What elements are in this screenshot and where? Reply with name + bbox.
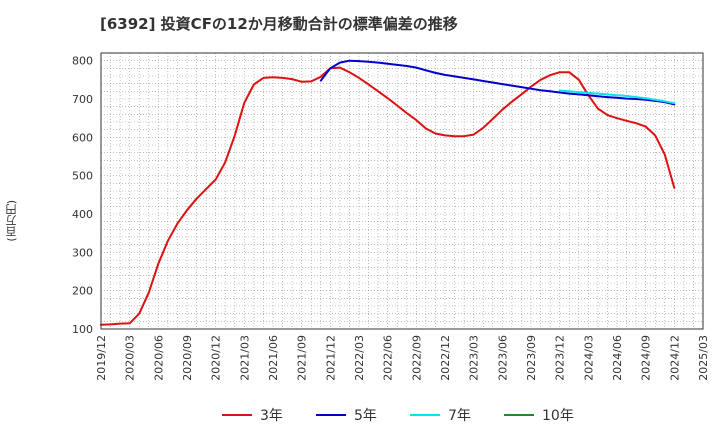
y-tick-labels: 100 200 300 400 500 600 700 800 bbox=[72, 55, 93, 336]
x-tick-label: 2023/03 bbox=[468, 335, 481, 381]
legend-swatch bbox=[410, 414, 440, 416]
plot-frame bbox=[100, 52, 704, 330]
legend-label: 10年 bbox=[542, 408, 574, 424]
x-tick-label: 2021/09 bbox=[296, 335, 309, 381]
legend-item-3: 7年 bbox=[410, 404, 471, 426]
y-tick-label: 200 bbox=[72, 285, 93, 298]
legend: 3年 5年 7年 10年 bbox=[0, 404, 720, 426]
x-tick-label: 2022/09 bbox=[410, 335, 423, 381]
x-tick-label: 2019/12 bbox=[95, 335, 108, 381]
y-tick-label: 300 bbox=[72, 246, 93, 259]
x-tick-label: 2021/03 bbox=[238, 335, 251, 381]
x-tick-label: 2024/03 bbox=[582, 335, 595, 381]
x-tick-label: 2024/12 bbox=[668, 335, 681, 381]
legend-swatch bbox=[504, 414, 534, 416]
x-tick-label: 2022/03 bbox=[353, 335, 366, 381]
x-tick-label: 2023/12 bbox=[554, 335, 567, 381]
x-tick-label: 2025/03 bbox=[697, 335, 710, 381]
x-tick-label: 2023/09 bbox=[525, 335, 538, 381]
x-tick-label: 2020/09 bbox=[181, 335, 194, 381]
x-tick-label: 2022/06 bbox=[382, 335, 395, 381]
legend-item-2: 5年 bbox=[316, 404, 377, 426]
legend-label: 7年 bbox=[448, 408, 471, 424]
series-lines bbox=[100, 59, 676, 326]
chart-title: [6392] 投資CFの12か月移動合計の標準偏差の推移 bbox=[100, 15, 458, 33]
legend-swatch bbox=[316, 414, 346, 416]
x-tick-label: 2020/12 bbox=[210, 335, 223, 381]
y-tick-label: 700 bbox=[72, 93, 93, 106]
y-tick-label: 400 bbox=[72, 208, 93, 221]
y-tick-label: 500 bbox=[72, 170, 93, 183]
x-tick-label: 2021/12 bbox=[324, 335, 337, 381]
series-line-2 bbox=[319, 59, 676, 106]
y-tick-label: 600 bbox=[72, 131, 93, 144]
x-tick-label: 2020/06 bbox=[152, 335, 165, 381]
series-line-3 bbox=[558, 89, 676, 105]
x-tick-label: 2021/06 bbox=[267, 335, 280, 381]
series-line-1 bbox=[100, 66, 676, 326]
legend-swatch bbox=[222, 414, 252, 416]
x-tick-label: 2023/06 bbox=[496, 335, 509, 381]
x-tick-labels: 2019/12 2020/03 2020/06 2020/09 2020/12 2021/… bbox=[95, 335, 710, 381]
legend-item-4: 10年 bbox=[504, 404, 574, 426]
legend-item-1: 3年 bbox=[222, 404, 283, 426]
x-tick-label: 2024/09 bbox=[640, 335, 653, 381]
y-tick-label: 800 bbox=[72, 55, 93, 68]
y-tick-label: 100 bbox=[72, 323, 93, 336]
x-tick-label: 2024/06 bbox=[611, 335, 624, 381]
x-tick-label: 2020/03 bbox=[124, 335, 137, 381]
x-tick-label: 2022/12 bbox=[439, 335, 452, 381]
legend-label: 5年 bbox=[354, 408, 377, 424]
legend-label: 3年 bbox=[260, 408, 283, 424]
